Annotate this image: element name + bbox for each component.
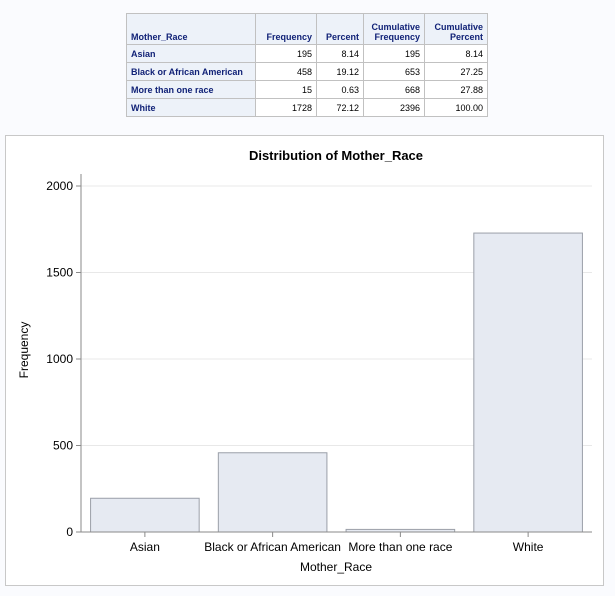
bar-black-or-african-american [217, 452, 328, 533]
cell-cumulative-frequency: 2396 [363, 98, 425, 117]
cell-percent: 19.12 [316, 62, 364, 81]
cell-frequency: 458 [255, 62, 317, 81]
cell-cumulative-frequency: 653 [363, 62, 425, 81]
cell-percent: 8.14 [316, 44, 364, 63]
table-row: White 1728 72.12 2396 100.00 [126, 98, 488, 117]
y-tick-label: 2000 [46, 179, 73, 193]
y-axis-ticks: 0 500 1000 1500 2000 [46, 179, 81, 539]
x-axis-label: Mother_Race [300, 560, 372, 574]
header-cumulative-frequency: Cumulative Frequency [363, 13, 425, 45]
header-percent: Percent [316, 13, 364, 45]
table-row: Black or African American 458 19.12 653 … [126, 62, 488, 81]
cell-cumulative-percent: 27.25 [424, 62, 488, 81]
bar-white [473, 232, 583, 533]
bar-asian [90, 497, 200, 533]
cell-cumulative-frequency: 195 [363, 44, 425, 63]
header-text: Percent [325, 32, 359, 42]
chart-title: Distribution of Mother_Race [249, 148, 423, 163]
header-text: Frequency [374, 32, 420, 42]
cell-percent: 0.63 [316, 80, 364, 99]
row-label: White [126, 98, 256, 117]
bars [90, 232, 583, 533]
row-label: More than one race [126, 80, 256, 99]
table-row: More than one race 15 0.63 668 27.88 [126, 80, 488, 99]
cell-frequency: 1728 [255, 98, 317, 117]
header-cumulative-percent: Cumulative Percent [424, 13, 488, 45]
header-text: Mother_Race [131, 32, 188, 42]
header-text: Cumulative [371, 22, 420, 32]
cell-cumulative-percent: 27.88 [424, 80, 488, 99]
x-axis-ticks: Asian Black or African American More than … [130, 532, 544, 554]
table-header-row: Mother_Race Frequency Percent Cumulative… [126, 13, 488, 45]
y-tick-label: 0 [66, 525, 73, 539]
header-frequency: Frequency [255, 13, 317, 45]
header-text: Cumulative [434, 22, 483, 32]
y-tick-label: 1500 [46, 266, 73, 280]
x-tick-label: Asian [130, 540, 160, 554]
chart-panel: Distribution of Mother_Race 0 500 1000 1500… [5, 135, 604, 586]
x-tick-label: More than one race [348, 540, 452, 554]
x-tick-label: White [513, 540, 544, 554]
row-label: Black or African American [126, 62, 256, 81]
header-text: Percent [449, 32, 483, 42]
cell-percent: 72.12 [316, 98, 364, 117]
table-row: Asian 195 8.14 195 8.14 [126, 44, 488, 63]
y-tick-label: 1000 [46, 352, 73, 366]
row-label: Asian [126, 44, 256, 63]
y-tick-label: 500 [53, 439, 73, 453]
y-axis-label: Frequency [17, 322, 31, 379]
cell-frequency: 195 [255, 44, 317, 63]
cell-frequency: 15 [255, 80, 317, 99]
cell-cumulative-percent: 8.14 [424, 44, 488, 63]
bar-chart: Distribution of Mother_Race 0 500 1000 1500… [17, 148, 592, 574]
x-tick-label: Black or African American [204, 540, 341, 554]
header-text: Frequency [266, 32, 312, 42]
header-mother-race: Mother_Race [126, 13, 256, 45]
cell-cumulative-percent: 100.00 [424, 98, 488, 117]
frequency-table: Mother_Race Frequency Percent Cumulative… [126, 13, 488, 117]
cell-cumulative-frequency: 668 [363, 80, 425, 99]
